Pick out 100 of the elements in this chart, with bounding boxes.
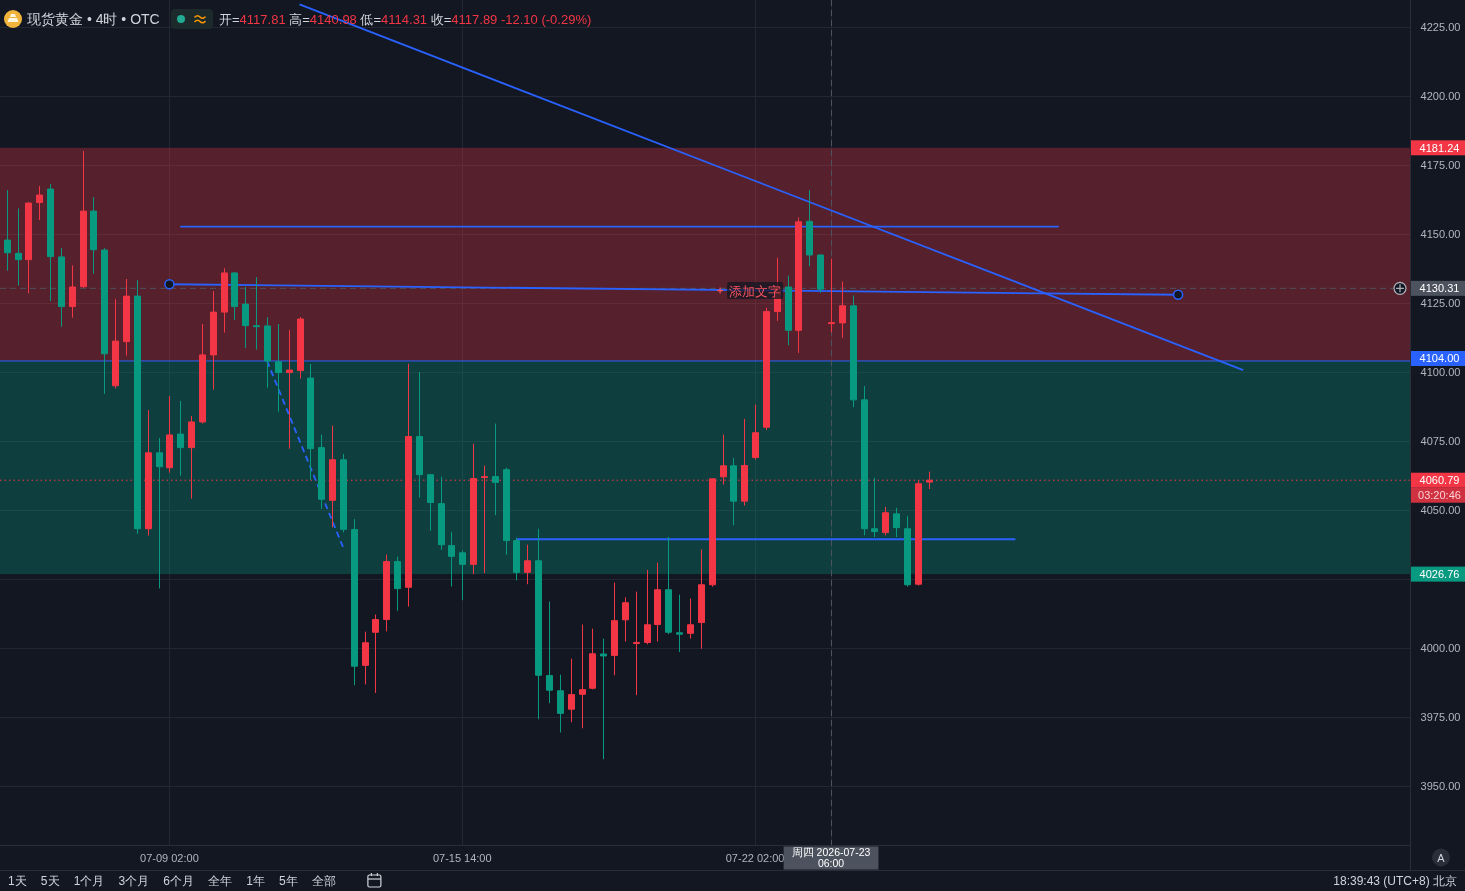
x-tick-label: 07-15 14:00 [432,851,492,864]
candlestick [177,400,184,477]
candlestick [275,323,282,413]
band-label: 4026.76 [1419,568,1460,581]
candlestick [503,467,510,556]
candlestick [785,275,792,346]
candlestick [405,363,412,608]
candlestick [676,594,683,653]
candlestick [730,457,737,526]
candlestick [622,596,629,643]
x-tick-label: 07-22 02:00 [725,851,785,864]
candlestick [687,598,694,640]
text: 1天 [8,874,27,888]
candlestick [882,506,889,536]
text: 1年 [246,874,265,888]
x-tick-label: 07-09 02:00 [140,851,199,864]
candlestick [589,628,596,690]
candlestick [242,286,249,349]
candlestick [795,216,802,354]
candlestick [871,477,878,538]
candlestick [318,434,325,510]
y-tick-label: 3975.00 [1420,710,1461,723]
candlestick [633,591,640,696]
y-tick-label: 4100.00 [1420,366,1461,378]
candlestick [253,276,260,351]
candlestick [546,601,553,704]
candlestick [297,316,304,380]
text: A [1437,851,1446,864]
y-tick-label: 4150.00 [1420,228,1461,241]
candlestick [828,258,835,334]
candlestick [535,528,542,720]
candlestick [69,264,76,319]
candlestick [351,518,358,686]
candlestick [654,562,661,643]
text: 5天 [40,874,60,888]
candlestick [698,548,705,650]
candlestick [904,515,911,588]
text: 18:39:43 (UTC+8) 北京 [1333,874,1457,888]
candlestick [600,638,607,760]
candlestick [926,471,933,490]
candlestick [25,201,32,294]
candlestick [850,295,857,408]
y-tick-label: 4075.00 [1420,434,1461,447]
candlestick [372,614,379,694]
candlestick [231,271,238,321]
candlestick [80,150,87,289]
candlestick [524,544,531,585]
candlestick [90,196,97,275]
candlestick [340,453,347,533]
candlestick [4,189,11,272]
candlestick [221,267,228,334]
candlestick [665,536,672,635]
candlestick [893,507,900,538]
candlestick [36,185,43,221]
candlestick [861,385,868,536]
candlestick [644,569,651,645]
candlestick [394,556,401,612]
ref-line-label: 4104.00 [1419,352,1460,365]
y-tick-label: 4200.00 [1420,90,1461,103]
text: 03:20:46 [1418,489,1461,502]
candlestick [210,290,217,391]
candlestick [134,279,141,535]
candlestick [166,395,173,474]
y-tick-label: 4125.00 [1420,297,1461,310]
candlestick [307,363,314,481]
candlestick [329,425,336,528]
y-tick-label: 4225.00 [1420,21,1461,34]
candlestick [459,550,466,601]
candlestick [264,316,271,389]
candlestick [383,554,390,632]
candlestick [579,624,586,729]
candlestick [156,437,163,589]
candlestick [123,278,130,357]
candlestick [763,307,770,431]
candlestick [492,423,499,516]
y-tick-label: 4000.00 [1420,641,1461,654]
x-tick-label: 周四 2026-07-23 06:00 [791,845,871,870]
candlestick [58,247,65,328]
candlestick [557,674,564,733]
y-tick-label: 4050.00 [1420,503,1461,516]
ref-line-label: 4060.79 [1419,474,1460,487]
text: 全年 [208,874,233,888]
candlestick [286,329,293,450]
y-tick-label: 3950.00 [1420,779,1461,792]
candlestick [47,183,54,302]
annotation: 添加文字 [729,283,782,299]
candlestick [427,474,434,532]
candlestick [101,247,108,395]
band-label: 4181.24 [1419,141,1460,154]
text: 5年 [279,874,298,888]
candlestick [568,658,575,723]
candlestick [448,531,455,587]
candlestick [199,323,206,425]
candlestick [611,582,618,676]
candlestick [839,280,846,339]
candlestick [806,189,813,267]
candlestick [416,371,423,499]
text: 1个月 [73,874,105,888]
text: 现货黄金 • 4时 • OTC [27,11,160,27]
candlestick [513,537,520,581]
